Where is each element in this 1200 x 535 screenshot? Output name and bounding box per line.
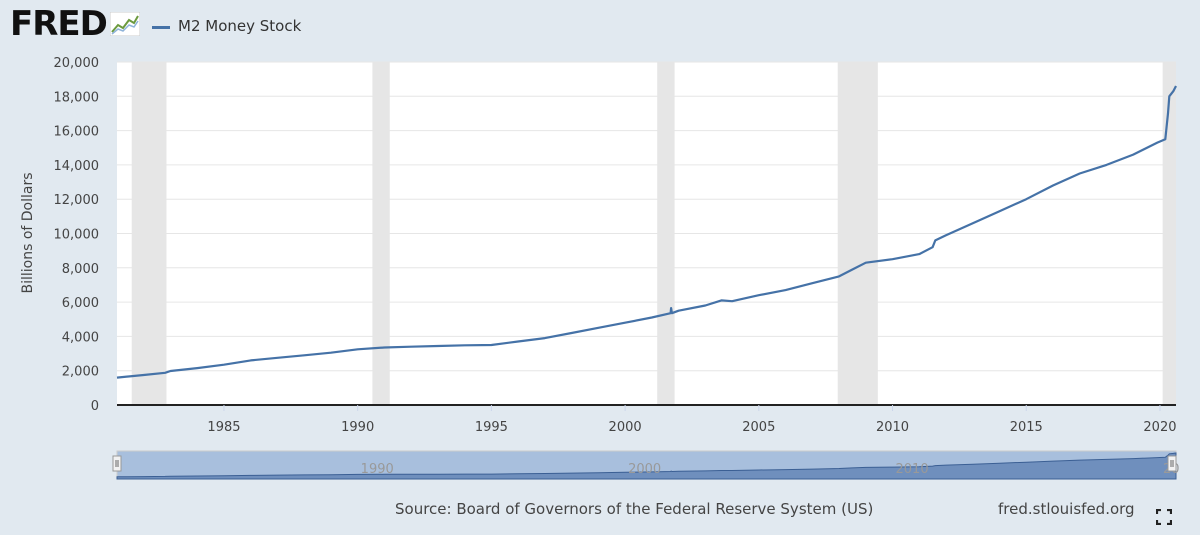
y-tick-label: 14,000: [54, 159, 100, 174]
source-note: Source: Board of Governors of the Federa…: [395, 500, 874, 518]
y-tick-label: 8,000: [62, 262, 99, 277]
y-tick-label: 2,000: [62, 365, 99, 380]
x-tick-label: 2000: [609, 420, 642, 435]
series-line-m2: [116, 85, 1177, 379]
y-tick-label: 16,000: [54, 125, 100, 140]
navigator-label: 2010: [896, 462, 929, 477]
legend-swatch: [152, 26, 170, 29]
y-tick-label: 12,000: [54, 193, 100, 208]
navigator-left-handle[interactable]: [112, 455, 122, 472]
handle-body[interactable]: [1167, 455, 1177, 472]
y-axis-label: Billions of Dollars: [20, 172, 36, 293]
y-tick-label: 18,000: [54, 90, 100, 105]
y-tick-label: 6,000: [62, 296, 99, 311]
x-tick-label: 1990: [341, 420, 374, 435]
navigator-area: [116, 452, 1177, 480]
x-tick-label: 2020: [1143, 420, 1176, 435]
navigator-label: 2000: [628, 462, 661, 477]
handle-body[interactable]: [112, 455, 122, 472]
legend-label: M2 Money Stock: [178, 17, 302, 35]
x-tick-label: 2015: [1010, 420, 1043, 435]
header: FRED M2 Money Stock: [0, 0, 1200, 52]
y-tick-label: 4,000: [62, 330, 99, 345]
y-tick-label: 10,000: [54, 228, 100, 243]
fred-logo[interactable]: FRED: [10, 4, 108, 44]
navigator-right-handle[interactable]: [1167, 455, 1177, 472]
y-tick-label: 20,000: [54, 56, 100, 71]
y-tick-label: 0: [91, 399, 99, 414]
range-navigator[interactable]: 19902000201020: [112, 450, 1180, 480]
x-tick-label: 2005: [742, 420, 775, 435]
fred-chart-icon: [110, 12, 140, 36]
x-tick-label: 1985: [207, 420, 240, 435]
fullscreen-icon[interactable]: [1156, 509, 1172, 525]
site-link[interactable]: fred.stlouisfed.org: [998, 500, 1135, 518]
x-tick-label: 1995: [475, 420, 508, 435]
navigator-label: 1990: [361, 462, 394, 477]
x-tick-label: 2010: [876, 420, 909, 435]
